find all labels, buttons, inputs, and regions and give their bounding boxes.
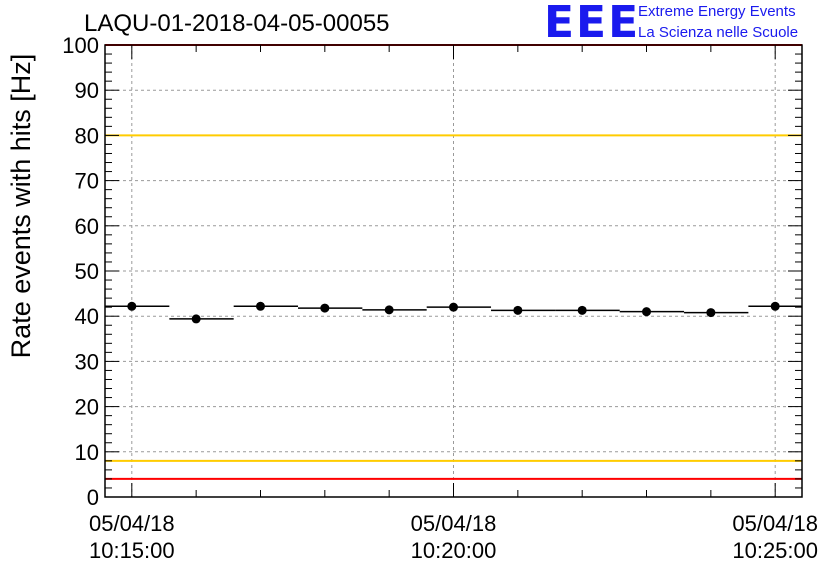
y-tick-label: 100 [62, 33, 99, 58]
y-tick-label: 10 [75, 440, 99, 465]
x-tick-label-time: 10:25:00 [732, 538, 818, 563]
data-point [449, 302, 458, 312]
data-point [384, 305, 394, 315]
chart-title: LAQU-01-2018-04-05-00055 [84, 10, 390, 37]
y-axis-title: Rate events with hits [Hz] [6, 54, 36, 359]
data-point [320, 303, 330, 313]
y-tick-label: 30 [75, 349, 99, 374]
data-point [642, 307, 652, 317]
axes [104, 44, 803, 498]
logo-subtitle-1: Extreme Energy Events [638, 3, 796, 20]
x-tick-label-time: 10:15:00 [89, 538, 175, 563]
data-point [513, 305, 523, 315]
logo-subtitle-2: La Scienza nelle Scuole [638, 24, 799, 41]
data-point [577, 305, 587, 315]
data-point [191, 314, 201, 324]
data-series [105, 301, 802, 324]
eee-logo: EEE [544, 0, 641, 48]
x-tick-label-time: 10:20:00 [411, 538, 497, 563]
tick-labels: 010203040506070809010005/04/1810:15:0005… [62, 33, 818, 563]
y-tick-label: 50 [75, 259, 99, 284]
y-tick-label: 0 [87, 485, 99, 510]
grid [105, 45, 802, 497]
data-point [770, 301, 780, 311]
data-point [127, 301, 137, 311]
x-tick-label-date: 05/04/18 [89, 511, 175, 536]
data-point [255, 301, 265, 311]
y-tick-label: 80 [75, 123, 99, 148]
x-tick-label-date: 05/04/18 [732, 511, 818, 536]
x-tick-label-date: 05/04/18 [411, 511, 497, 536]
y-tick-label: 40 [75, 304, 99, 329]
y-tick-label: 70 [75, 169, 99, 194]
data-point [706, 308, 716, 318]
y-tick-label: 20 [75, 395, 99, 420]
y-tick-label: 60 [75, 214, 99, 239]
y-tick-label: 90 [75, 78, 99, 103]
